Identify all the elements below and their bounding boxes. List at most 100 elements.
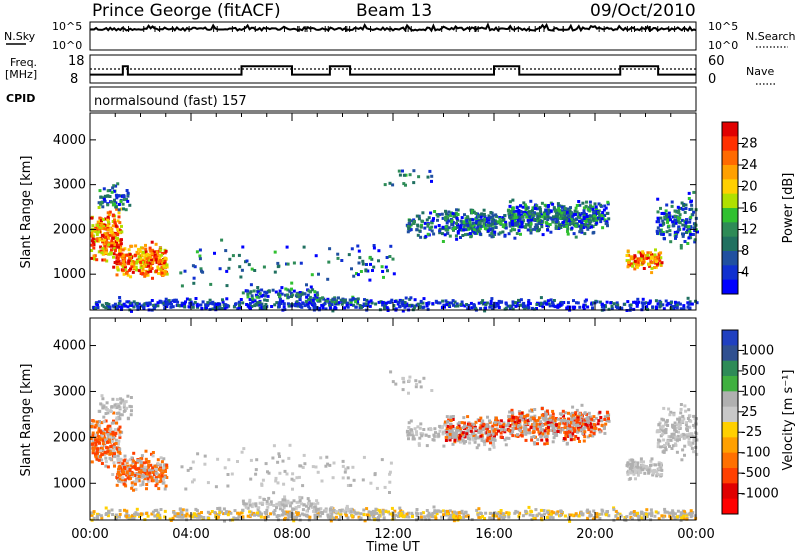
data-cell — [556, 510, 560, 514]
data-cell — [372, 246, 376, 250]
data-cell — [368, 304, 372, 308]
data-cell — [159, 267, 163, 271]
data-cell — [634, 300, 637, 304]
data-cell — [536, 225, 539, 229]
data-cell — [560, 211, 564, 215]
data-cell — [250, 305, 254, 308]
data-cell — [615, 306, 619, 310]
data-cell — [355, 300, 359, 303]
data-cell — [487, 429, 491, 433]
data-cell — [311, 298, 315, 302]
data-cell — [458, 516, 462, 520]
data-cell — [582, 213, 586, 217]
data-cell — [595, 221, 599, 225]
data-cell — [475, 219, 479, 223]
data-cell — [588, 510, 592, 514]
data-cell — [440, 306, 444, 310]
data-cell — [589, 422, 593, 426]
data-cell — [545, 438, 549, 442]
data-cell — [155, 260, 159, 264]
data-cell — [545, 224, 549, 227]
nsky-right-tick-top: 10^5 — [708, 20, 738, 33]
data-cell — [95, 431, 99, 435]
data-cell — [542, 213, 546, 217]
data-cell — [159, 259, 162, 262]
data-cell — [156, 304, 160, 308]
data-cell — [108, 210, 112, 214]
data-cell — [670, 200, 674, 204]
data-cell — [640, 511, 644, 515]
data-cell — [126, 194, 130, 198]
data-cell — [447, 210, 451, 214]
data-cell — [682, 227, 686, 231]
data-cell — [333, 299, 337, 303]
data-cell — [511, 434, 515, 438]
data-cell — [536, 219, 540, 223]
data-cell — [110, 239, 114, 243]
data-cell — [154, 270, 158, 274]
data-cell — [667, 211, 671, 215]
data-cell — [494, 304, 498, 308]
colorbar-swatch — [722, 251, 738, 266]
data-cell — [486, 415, 489, 419]
data-cell — [661, 303, 665, 307]
data-cell — [164, 297, 168, 301]
data-cell — [148, 266, 152, 270]
data-cell — [239, 275, 243, 279]
data-cell — [195, 302, 199, 306]
data-cell — [493, 233, 497, 236]
data-cell — [675, 306, 679, 310]
data-cell — [507, 436, 511, 440]
data-cell — [575, 418, 579, 422]
data-cell — [444, 439, 448, 442]
data-cell — [489, 438, 493, 442]
data-cell — [298, 499, 302, 503]
data-cell — [402, 182, 406, 186]
data-cell — [441, 232, 444, 236]
data-cell — [460, 509, 464, 513]
data-cell — [306, 303, 309, 307]
data-cell — [541, 432, 545, 436]
data-cell — [557, 427, 561, 431]
data-cell — [122, 405, 126, 409]
data-cell — [511, 207, 515, 211]
data-cell — [130, 265, 134, 268]
data-cell — [588, 220, 592, 224]
data-cell — [684, 219, 688, 222]
data-cell — [675, 220, 679, 224]
data-cell — [103, 258, 107, 262]
data-cell — [295, 500, 299, 504]
data-cell — [432, 232, 436, 236]
data-cell — [106, 231, 110, 235]
data-cell — [451, 415, 455, 418]
data-cell — [413, 427, 417, 431]
data-cell — [654, 510, 658, 514]
data-cell — [496, 512, 500, 516]
data-cell — [574, 411, 578, 415]
data-cell — [508, 304, 512, 308]
freq-line — [90, 65, 696, 76]
data-cell — [364, 302, 368, 306]
data-cell — [576, 430, 580, 434]
data-cell — [262, 265, 266, 269]
data-cell — [686, 229, 689, 233]
data-cell — [307, 506, 311, 510]
data-cell — [343, 306, 347, 310]
data-cell — [208, 307, 212, 311]
data-cell — [469, 223, 473, 227]
data-cell — [91, 240, 95, 244]
data-cell — [314, 254, 318, 258]
data-cell — [541, 305, 545, 309]
data-cell — [402, 515, 405, 519]
data-cell — [590, 425, 593, 429]
data-cell — [410, 431, 414, 435]
data-cell — [531, 416, 535, 420]
data-cell — [586, 224, 590, 228]
data-cell — [481, 435, 485, 439]
data-cell — [570, 226, 574, 230]
data-cell — [482, 208, 486, 212]
data-cell — [675, 215, 679, 219]
data-cell — [106, 218, 110, 222]
data-cell — [209, 301, 213, 305]
data-cell — [408, 173, 412, 177]
